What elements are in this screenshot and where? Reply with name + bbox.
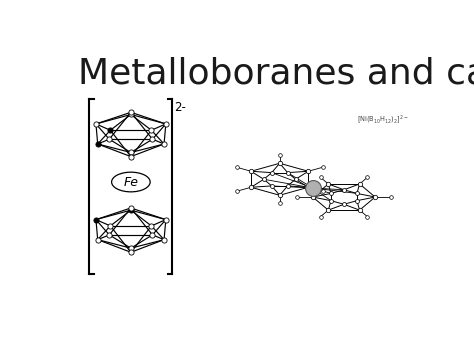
Text: 2-: 2- (174, 102, 186, 114)
Point (94, 237, 101, 242)
Point (127, 245, 135, 251)
Point (127, 109, 135, 115)
Point (127, 207, 135, 213)
Point (353, 191, 361, 196)
Point (293, 194, 301, 200)
Point (309, 185, 317, 191)
Point (325, 207, 332, 213)
Point (356, 207, 364, 213)
Point (387, 194, 394, 200)
Point (247, 168, 255, 174)
Point (247, 185, 255, 190)
Point (284, 170, 292, 175)
Point (233, 189, 240, 194)
Point (356, 181, 364, 187)
Point (276, 192, 283, 198)
Point (94, 141, 101, 147)
Point (284, 183, 292, 189)
Point (268, 183, 275, 189)
Text: Fe: Fe (123, 175, 138, 189)
Point (325, 181, 332, 187)
Point (327, 191, 335, 196)
Point (160, 141, 168, 147)
Point (364, 175, 371, 180)
Point (92, 217, 100, 223)
Point (317, 175, 324, 180)
Point (160, 237, 168, 242)
Ellipse shape (111, 172, 150, 192)
Point (276, 152, 283, 158)
Point (106, 232, 113, 238)
Point (127, 112, 135, 118)
Point (304, 168, 312, 174)
Point (107, 127, 114, 133)
Point (268, 170, 275, 175)
Point (233, 164, 240, 170)
Point (276, 160, 283, 166)
Point (162, 121, 170, 127)
Point (319, 164, 327, 170)
Point (319, 189, 327, 194)
Text: $[\mathrm{Ni}(\mathrm{B}_{10}\mathrm{H}_{12})_2]^{2-}$: $[\mathrm{Ni}(\mathrm{B}_{10}\mathrm{H}_… (357, 113, 408, 126)
Point (309, 194, 317, 200)
Point (106, 136, 113, 142)
Point (162, 217, 170, 223)
Point (127, 250, 135, 255)
Point (107, 223, 114, 229)
Text: Metalloboranes and carboranes: Metalloboranes and carboranes (78, 56, 474, 90)
Point (276, 201, 283, 206)
Point (340, 201, 348, 207)
Point (149, 232, 156, 238)
Point (260, 176, 268, 182)
Point (340, 187, 348, 193)
Point (127, 150, 135, 155)
Point (304, 185, 312, 190)
Point (127, 154, 135, 159)
Point (147, 127, 155, 133)
Point (127, 205, 135, 211)
Point (92, 121, 100, 127)
Point (353, 198, 361, 203)
Point (317, 214, 324, 219)
Point (327, 198, 335, 203)
Point (147, 223, 155, 229)
Point (371, 194, 379, 200)
Point (149, 136, 156, 142)
Point (364, 214, 371, 219)
Point (292, 176, 299, 182)
